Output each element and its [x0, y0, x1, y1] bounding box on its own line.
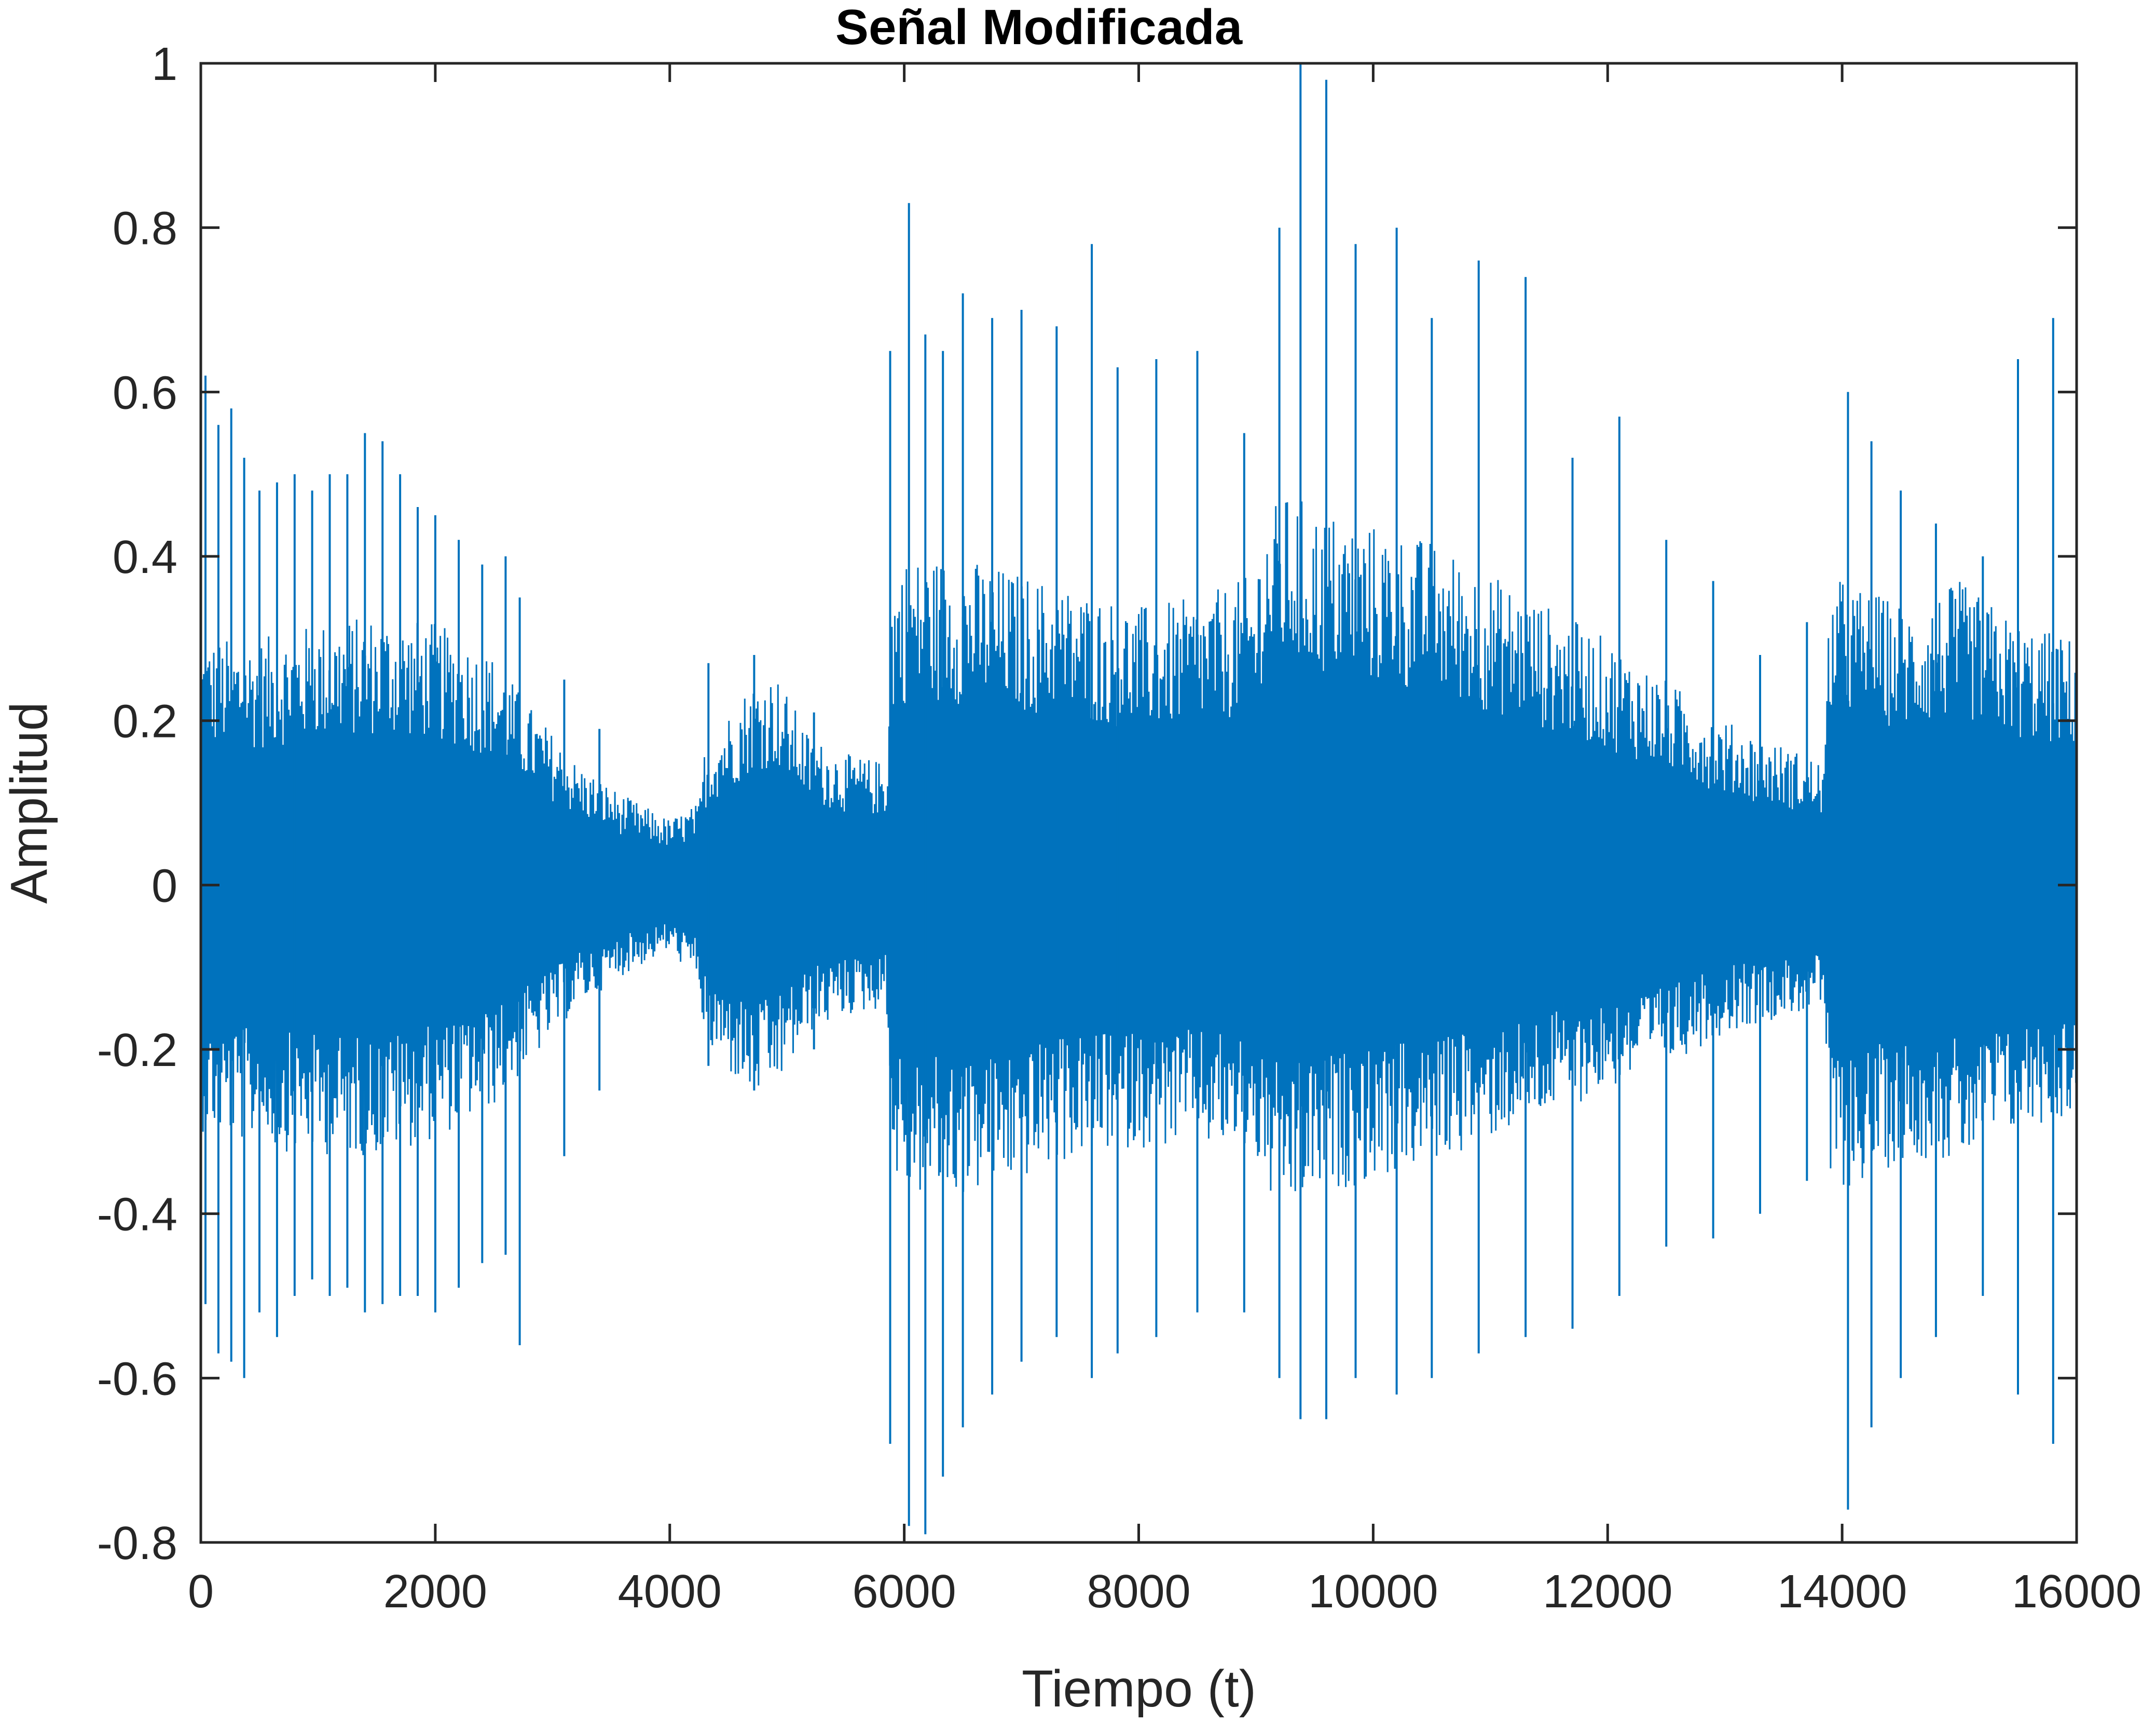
y-tick-label: 0.8 — [113, 203, 177, 255]
x-tick-label: 14000 — [1777, 1566, 1907, 1618]
x-tick-label: 8000 — [1087, 1566, 1190, 1618]
chart-title: Señal Modificada — [835, 0, 1243, 55]
y-tick-label: -0.4 — [97, 1189, 177, 1241]
y-tick-label: 0.6 — [113, 367, 177, 419]
y-tick-label: -0.6 — [97, 1353, 177, 1405]
signal-series — [200, 63, 2078, 1535]
y-tick-label: 1 — [152, 38, 177, 90]
axis-ticks: 0 2000 4000 6000 8000 10000 12000 14000 16000 -0.… — [97, 38, 2141, 1618]
x-tick-label: 0 — [188, 1566, 214, 1618]
y-tick-label: 0 — [152, 860, 177, 912]
x-axis-label: Tiempo (t) — [1022, 1660, 1256, 1718]
x-tick-label: 2000 — [383, 1566, 487, 1618]
signal-core — [201, 707, 2077, 1033]
y-axis-label: Amplitud — [0, 702, 58, 904]
x-tick-label: 16000 — [2012, 1566, 2141, 1618]
y-tick-label: 0.4 — [113, 531, 177, 583]
x-tick-label: 4000 — [618, 1566, 722, 1618]
y-tick-label: -0.8 — [97, 1518, 177, 1569]
y-tick-label: -0.2 — [97, 1024, 177, 1076]
y-tick-label: 0.2 — [113, 696, 177, 748]
x-tick-label: 6000 — [853, 1566, 956, 1618]
x-tick-label: 10000 — [1308, 1566, 1438, 1618]
x-tick-label: 12000 — [1543, 1566, 1672, 1618]
